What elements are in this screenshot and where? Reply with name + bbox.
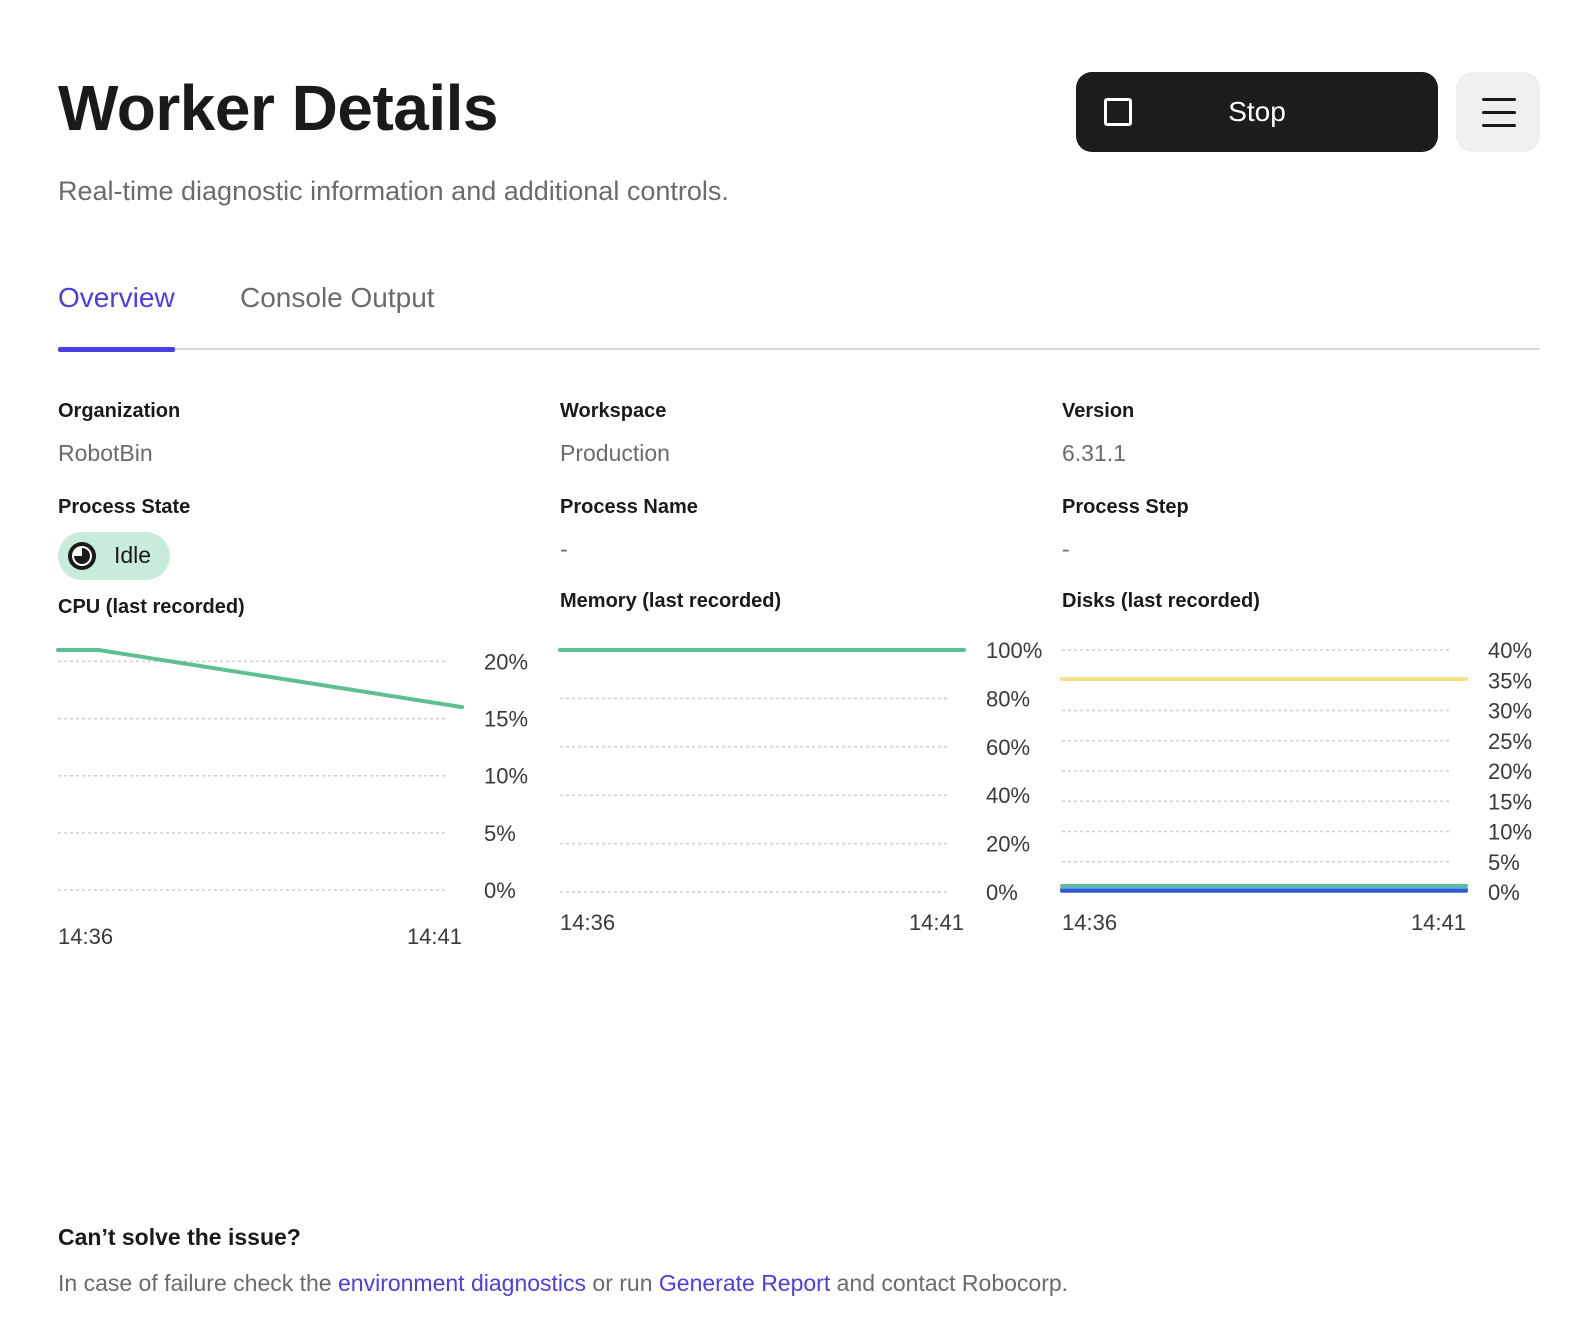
disks-chart-y-tick-label: 15%	[1488, 789, 1532, 814]
help-title: Can’t solve the issue?	[58, 1224, 301, 1250]
generate-report-link[interactable]: Generate Report	[658, 1270, 831, 1296]
disks-chart-y-tick-label: 30%	[1488, 699, 1532, 724]
cpu-chart-title: CPU (last recorded)	[58, 596, 245, 618]
stop-button[interactable]: Stop	[1076, 72, 1438, 152]
help-text-middle: or run	[586, 1270, 659, 1296]
help-text: In case of failure check the environment…	[58, 1270, 1068, 1297]
version-label: Version	[1062, 400, 1135, 422]
memory-chart-x-tick-label: 14:36	[560, 910, 615, 935]
cpu-chart-y-tick-label: 0%	[484, 878, 516, 903]
process-state-badge: Idle	[58, 532, 170, 580]
disks-chart-y-tick-label: 25%	[1488, 729, 1532, 754]
process-state-label: Process State	[58, 496, 191, 518]
page-title: Worker Details	[58, 72, 498, 144]
memory-chart-y-tick-label: 60%	[986, 735, 1030, 760]
stop-button-label: Stop	[1228, 96, 1286, 127]
disks-chart: 40% 35% 30% 25% 20% 15% 10% 5% 0% 14:36 14:41	[1060, 638, 1532, 935]
memory-chart: 100% 80% 60% 40% 20% 0% 14:36 14:41	[558, 638, 1042, 935]
cpu-chart-y-tick-label: 15%	[484, 707, 528, 732]
help-text-before: In case of failure check the	[58, 1270, 338, 1296]
environment-diagnostics-link[interactable]: environment diagnostics	[338, 1270, 587, 1296]
cpu-chart-y-tick-label: 5%	[484, 821, 516, 846]
page-header: Worker Details Real-time diagnostic info…	[58, 70, 729, 207]
process-name-label: Process Name	[560, 496, 698, 518]
tab-bar: Overview Console Output	[58, 282, 1540, 352]
idle-clock-icon	[68, 542, 96, 570]
version-value: 6.31.1	[1062, 440, 1126, 466]
organization-value: RobotBin	[58, 440, 153, 466]
page-subtitle: Real-time diagnostic information and add…	[58, 176, 729, 206]
memory-chart-y-tick-label: 100%	[986, 638, 1042, 663]
disks-chart-x-tick-label: 14:41	[1411, 910, 1466, 935]
process-name-value: -	[560, 536, 568, 562]
disks-chart-x-tick-label: 14:36	[1062, 910, 1117, 935]
memory-chart-y-tick-label: 40%	[986, 783, 1030, 808]
hamburger-menu-icon	[1482, 96, 1516, 128]
workspace-label: Workspace	[560, 400, 667, 422]
disks-chart-y-tick-label: 0%	[1488, 880, 1520, 905]
menu-button[interactable]	[1456, 72, 1540, 152]
tab-console-output[interactable]: Console Output	[240, 282, 435, 313]
organization-label: Organization	[58, 400, 181, 422]
disks-chart-y-tick-label: 35%	[1488, 668, 1532, 693]
cpu-chart-y-tick-label: 20%	[484, 649, 528, 674]
tab-overview[interactable]: Overview	[58, 282, 175, 352]
cpu-chart-series-line	[56, 648, 464, 710]
disks-chart-title: Disks (last recorded)	[1062, 590, 1260, 612]
disks-chart-y-tick-label: 10%	[1488, 820, 1532, 845]
cpu-chart-x-tick-label: 14:41	[407, 924, 462, 949]
memory-chart-y-tick-label: 80%	[986, 686, 1030, 711]
disks-chart-y-tick-label: 20%	[1488, 759, 1532, 784]
stop-square-icon	[1104, 98, 1132, 126]
process-step-value: -	[1062, 536, 1070, 562]
process-state-value: Idle	[114, 542, 152, 568]
memory-chart-x-tick-label: 14:41	[909, 910, 964, 935]
process-step-label: Process Step	[1062, 496, 1189, 518]
memory-chart-y-tick-label: 20%	[986, 832, 1030, 857]
cpu-chart-y-tick-label: 10%	[484, 764, 528, 789]
disks-chart-y-tick-label: 5%	[1488, 850, 1520, 875]
memory-chart-y-tick-label: 0%	[986, 880, 1018, 905]
workspace-value: Production	[560, 440, 670, 466]
cpu-chart: 20% 15% 10% 5% 0% 14:36 14:41	[56, 648, 528, 949]
memory-chart-title: Memory (last recorded)	[560, 590, 782, 612]
help-text-after: and contact Robocorp.	[830, 1270, 1069, 1296]
cpu-chart-x-tick-label: 14:36	[58, 924, 113, 949]
disks-chart-y-tick-label: 40%	[1488, 638, 1532, 663]
